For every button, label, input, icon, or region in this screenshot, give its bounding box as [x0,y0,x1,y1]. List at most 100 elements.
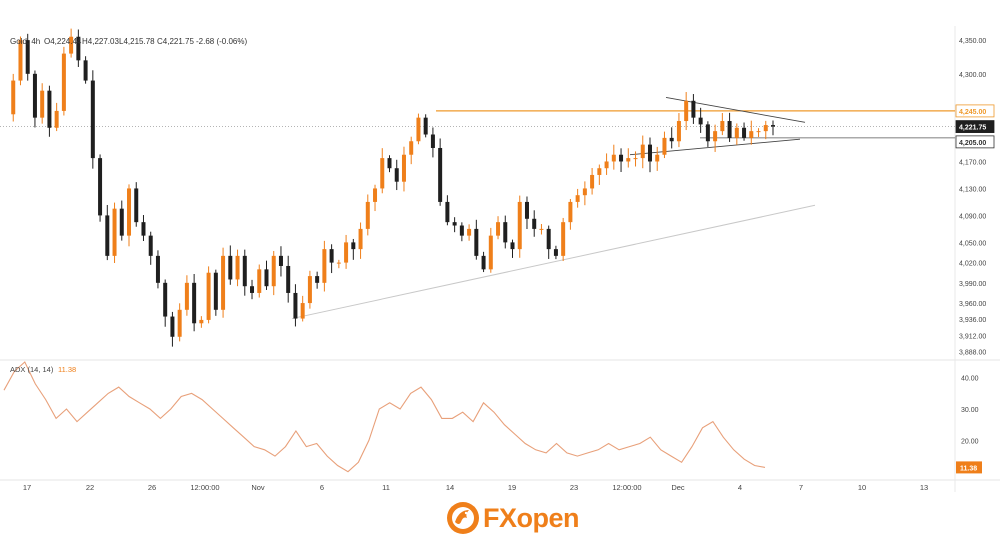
candle-body [763,125,768,132]
price-tick-label: 4,350.00 [959,38,986,45]
x-tick-label: 22 [86,483,94,492]
long-trendline [291,204,816,320]
x-tick-label: 4 [738,483,742,492]
candle-body [69,36,74,54]
candle-body [344,242,349,263]
candle-body [684,100,689,122]
candle-body [83,60,88,81]
candle-body [40,90,45,118]
candle-body [459,225,464,236]
candle-body [474,228,479,256]
price-tick-label: 3,912.00 [959,333,986,340]
x-tick-label: Dec [671,483,685,492]
x-tick-label: 26 [148,483,156,492]
x-tick-label: 12:00:00 [612,483,641,492]
candle-body [155,255,160,283]
candle-body [54,110,59,128]
support-badge-bg [955,135,995,149]
price-tick-label: 3,936.00 [959,317,986,324]
candle-body [546,228,551,250]
candle-body [380,158,385,189]
candle-body [488,235,493,270]
adx-line [3,361,766,473]
candle-body [445,201,450,223]
x-tick-label: 23 [570,483,578,492]
candle-body [655,154,660,162]
x-tick-label: 7 [799,483,803,492]
candle-body [597,168,602,175]
candle-body [228,255,233,280]
triangle-upper-line [665,96,806,123]
price-tick-label: 4,020.00 [959,261,986,268]
candle-body [676,121,681,142]
candle-body [213,272,218,310]
candle-body [467,228,472,236]
candle-body [771,125,775,127]
candle-body [742,127,747,138]
candle-body [503,222,508,243]
candle-body [481,255,486,270]
candle-body [698,117,703,125]
candle-body [640,144,645,159]
candle-body [112,208,117,256]
adx-tick-label: 40.00 [961,376,979,383]
candle-body [568,201,573,223]
price-tick-label: 4,090.00 [959,213,986,220]
candle-body [409,141,414,155]
candle-body [416,117,421,142]
resistance-badge-bg [955,104,995,118]
candle-body [300,303,305,319]
candle-body [322,249,327,283]
candle-body [148,235,153,256]
candle-body [76,36,81,61]
candle-body [539,228,544,230]
x-tick-label: 13 [920,483,928,492]
current-price-badge-bg [955,120,995,133]
candle-body [749,131,754,138]
candle-body [278,255,283,266]
candle-body [61,53,66,111]
candle-body [336,262,341,264]
candle-body [163,282,168,317]
x-tick-label: 11 [382,483,390,492]
adx-pane [3,361,766,473]
candle-body [25,40,30,74]
candle-body [192,282,197,324]
candle-body [358,228,363,250]
candle-body [235,255,240,280]
low-value: L4,215.78 [119,37,155,46]
candle-body [532,218,537,229]
candle-body [47,90,52,128]
candle-body [452,222,457,226]
candle-body [590,174,595,189]
adx-tick-label: 20.00 [961,438,979,445]
candle-body [141,222,146,236]
candle-body [611,154,616,162]
candle-body [373,188,378,202]
candle-body [727,121,732,138]
candle-body [669,137,674,142]
candle-body [496,222,501,236]
price-tick-label: 3,960.00 [959,301,986,308]
x-tick-label: Nov [251,483,265,492]
candle-body [720,121,725,132]
x-tick-label: 17 [23,483,31,492]
adx-tick-label: 30.00 [961,407,979,414]
lion-icon [447,502,479,534]
candle-body [553,249,558,256]
axes: 4,350.00 4,300.00 4,170.00 4,130.00 4,090.00… [23,38,995,492]
candle-body [430,134,435,148]
candle-body [423,117,428,135]
candle-body [561,222,566,256]
candle-body [387,158,392,169]
candle-body [127,188,132,236]
candle-body [250,286,255,293]
candle-body [134,188,139,223]
candle-body [394,168,399,182]
candle-body [315,276,320,283]
candle-body [524,201,529,219]
candle-body [633,158,638,160]
fxopen-wordmark: FXopen [483,503,580,533]
